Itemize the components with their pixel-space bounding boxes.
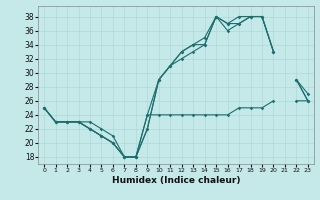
X-axis label: Humidex (Indice chaleur): Humidex (Indice chaleur) <box>112 176 240 185</box>
